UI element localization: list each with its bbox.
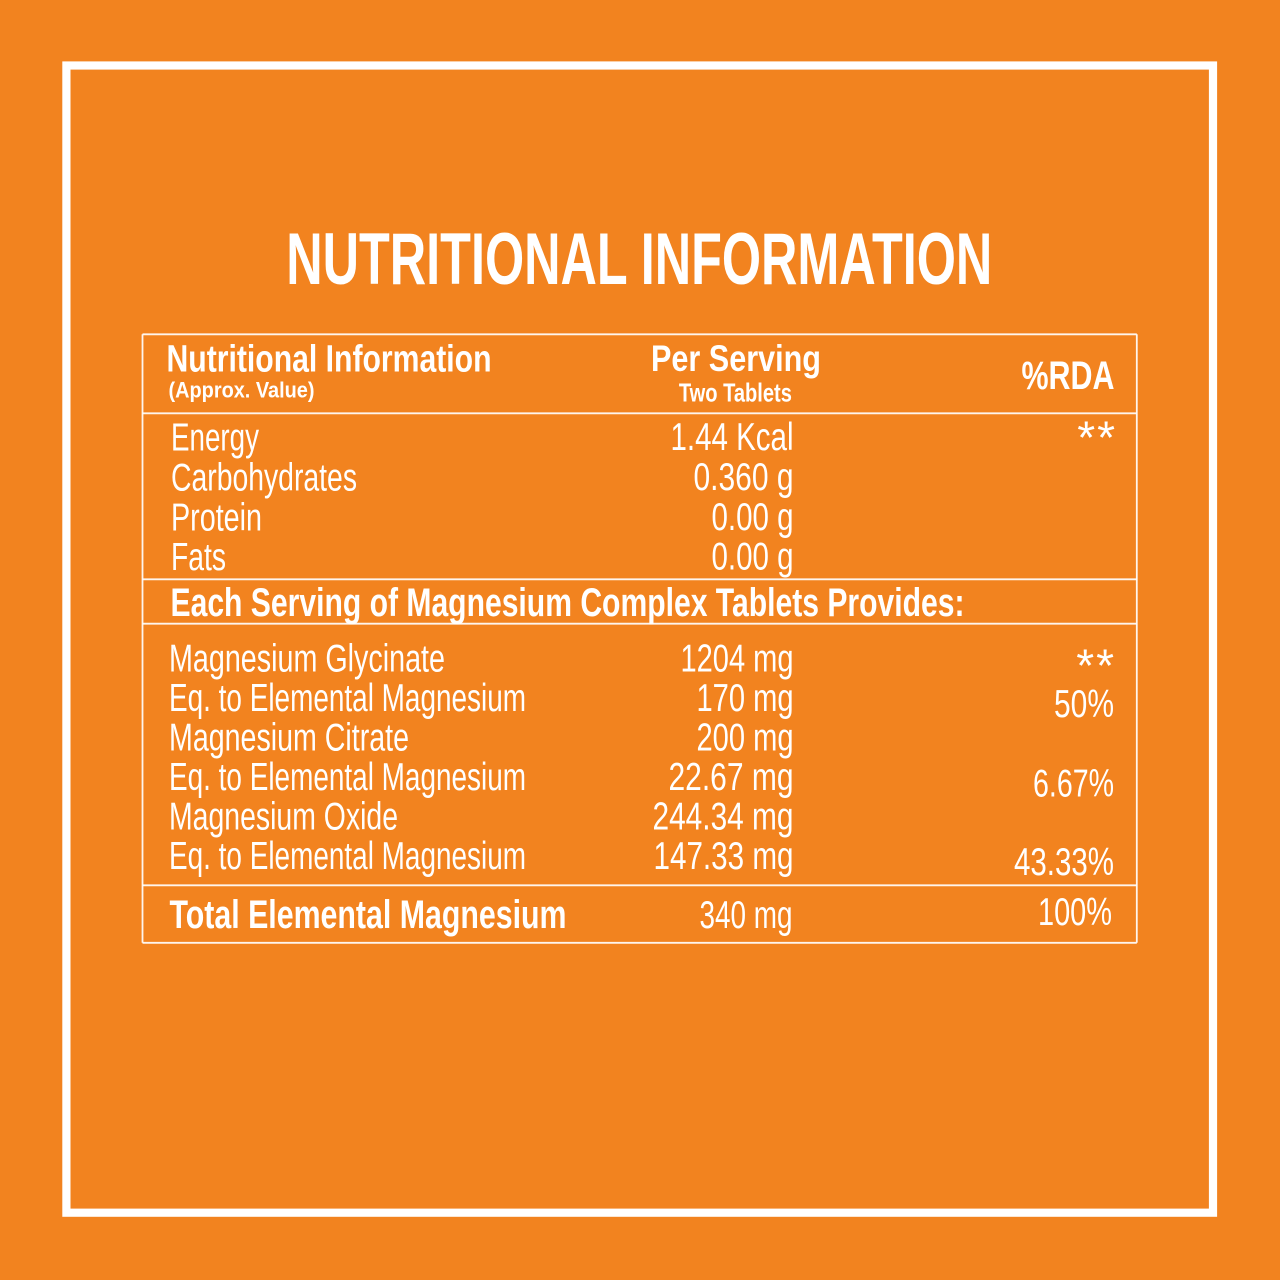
svg-text:22.67 mg: 22.67 mg (669, 756, 794, 799)
svg-text:**: ** (1076, 640, 1116, 692)
svg-text:**: ** (1077, 412, 1117, 464)
svg-text:1.44 Kcal: 1.44 Kcal (671, 416, 794, 459)
svg-text:Magnesium Oxide: Magnesium Oxide (169, 795, 398, 838)
svg-text:Total Elemental Magnesium: Total Elemental Magnesium (170, 893, 567, 937)
svg-text:0.360 g: 0.360 g (694, 456, 794, 499)
svg-text:Nutritional Information: Nutritional Information (167, 338, 492, 381)
svg-text:6.67%: 6.67% (1033, 762, 1114, 805)
svg-text:Two Tablets: Two Tablets (679, 380, 792, 408)
svg-text:Eq. to Elemental Magnesium: Eq. to Elemental Magnesium (169, 677, 526, 720)
svg-text:Eq. to Elemental Magnesium: Eq. to Elemental Magnesium (169, 756, 526, 799)
svg-text:200 mg: 200 mg (697, 716, 794, 759)
svg-text:Carbohydrates: Carbohydrates (171, 457, 357, 500)
svg-text:43.33%: 43.33% (1014, 841, 1114, 884)
svg-text:0.00 g: 0.00 g (712, 496, 794, 539)
svg-text:0.00 g: 0.00 g (712, 536, 794, 579)
svg-text:Protein: Protein (171, 496, 262, 539)
svg-text:Magnesium Citrate: Magnesium Citrate (169, 716, 409, 759)
svg-text:340 mg: 340 mg (700, 894, 793, 937)
svg-text:100%: 100% (1038, 891, 1112, 934)
svg-text:NUTRITIONAL INFORMATION: NUTRITIONAL INFORMATION (286, 219, 992, 300)
svg-text:Eq. to Elemental Magnesium: Eq. to Elemental Magnesium (169, 835, 526, 878)
svg-text:Each Serving of Magnesium Comp: Each Serving of Magnesium Complex Tablet… (171, 581, 965, 625)
svg-text:(Approx. Value): (Approx. Value) (169, 378, 315, 403)
svg-text:1204 mg: 1204 mg (681, 637, 794, 680)
svg-text:244.34 mg: 244.34 mg (653, 795, 794, 838)
svg-text:147.33 mg: 147.33 mg (654, 835, 794, 878)
svg-text:Per Serving: Per Serving (651, 337, 821, 379)
svg-text:Fats: Fats (171, 536, 226, 579)
svg-text:%RDA: %RDA (1022, 354, 1115, 398)
svg-text:50%: 50% (1054, 683, 1114, 726)
svg-text:Magnesium Glycinate: Magnesium Glycinate (169, 637, 445, 680)
svg-text:170 mg: 170 mg (697, 677, 794, 720)
svg-text:Energy: Energy (171, 417, 260, 460)
